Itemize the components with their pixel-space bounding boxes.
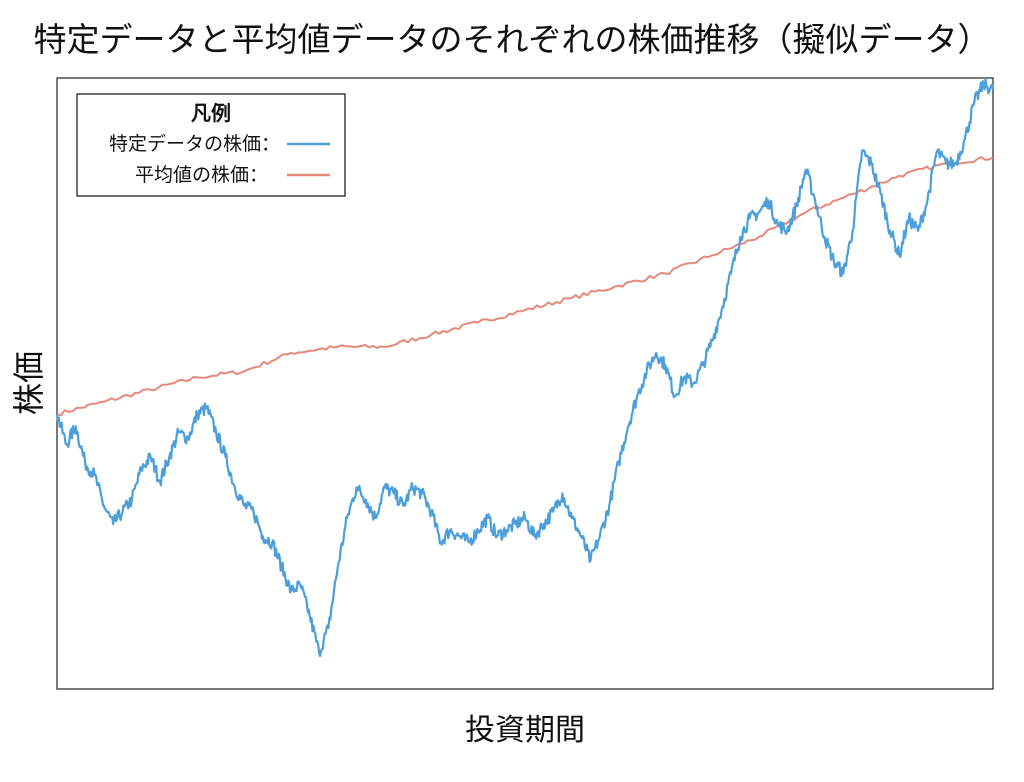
legend: 凡例 特定データの株価： 平均値の株価： [76,93,346,197]
series-layer [55,77,995,658]
series-line-specific [55,77,995,658]
x-axis-label: 投資期間 [465,713,585,748]
legend-title: 凡例 [191,101,231,125]
y-axis-label: 株価 [10,351,48,415]
legend-entry-label-specific: 特定データの株価： [109,133,280,155]
series-line-average [56,156,994,417]
chart-title: 特定データと平均値データのそれぞれの株価推移（擬似データ） [33,20,991,59]
plot-area-frame [56,77,994,690]
legend-entry-label-average: 平均値の株価： [135,164,268,186]
